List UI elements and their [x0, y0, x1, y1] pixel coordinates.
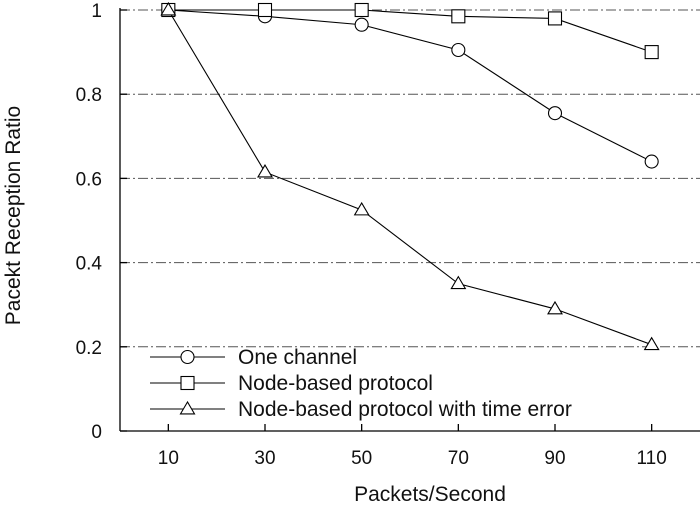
- data-point-square: [644, 45, 659, 60]
- x-tick-label: 110: [637, 448, 667, 469]
- y-tick-label: 0.6: [76, 169, 102, 190]
- legend: One channel Node-based protocol Node-based…: [150, 346, 572, 421]
- x-tick-label: 90: [544, 448, 565, 469]
- data-point-circle: [644, 154, 659, 169]
- legend-label: One channel: [238, 346, 357, 369]
- series-line-square: [168, 9, 652, 53]
- legend-entry-2: Node-based protocol with time error: [150, 398, 572, 421]
- data-point-circle: [451, 42, 466, 58]
- x-tick-label: 10: [158, 448, 179, 469]
- legend-marker-circle: [180, 349, 195, 365]
- data-point-square: [451, 9, 466, 24]
- x-axis-ticks: 10 30 50 70 90 110: [158, 424, 667, 469]
- grid-lines: [120, 9, 700, 348]
- data-point-square: [354, 2, 369, 18]
- x-axis-label: Packets/Second: [354, 483, 506, 506]
- legend-marker-triangle: [179, 400, 196, 415]
- x-tick-label: 70: [448, 448, 469, 469]
- series-line-circle: [168, 9, 652, 163]
- legend-entry-1: Node-based protocol: [150, 372, 433, 395]
- data-point-triangle: [353, 201, 370, 216]
- legend-label: Node-based protocol with time error: [238, 398, 572, 421]
- y-tick-label: 1: [91, 1, 102, 22]
- data-point-triangle: [257, 164, 273, 178]
- data-point-triangle: [160, 1, 177, 16]
- data-point-triangle: [450, 275, 467, 290]
- legend-entry-0: One channel: [150, 346, 357, 369]
- series-line-triangle: [167, 9, 652, 346]
- series-layer: [160, 1, 660, 351]
- data-point-triangle: [547, 300, 563, 315]
- x-tick-label: 30: [254, 448, 275, 469]
- y-tick-label: 0.8: [76, 85, 102, 106]
- y-tick-label: 0.4: [76, 254, 103, 275]
- x-tick-label: 50: [351, 448, 372, 469]
- y-tick-label: 0: [91, 422, 102, 443]
- y-axis-label: Pacekt Reception Ratio: [2, 106, 25, 325]
- y-tick-label: 0.2: [76, 338, 102, 359]
- data-point-square: [547, 11, 563, 26]
- y-axis-ticks: 0 0.2 0.4 0.6 0.8 1: [76, 1, 127, 443]
- data-point-square: [257, 2, 273, 18]
- legend-marker-square: [180, 375, 195, 391]
- data-point-circle: [547, 106, 563, 121]
- data-point-circle: [354, 17, 369, 32]
- axes: [119, 8, 700, 432]
- series-2: [160, 1, 660, 351]
- series-1: [161, 2, 659, 60]
- legend-label: Node-based protocol: [238, 372, 433, 395]
- data-point-triangle: [643, 336, 660, 351]
